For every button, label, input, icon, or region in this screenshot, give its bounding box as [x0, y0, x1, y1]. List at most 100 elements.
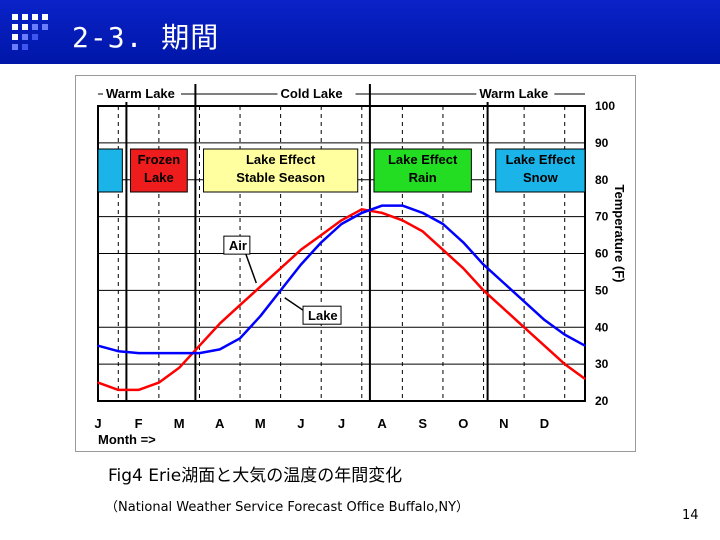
data-point: [421, 230, 424, 233]
data-point: [259, 315, 262, 317]
data-point: [462, 241, 465, 244]
data-point: [523, 326, 525, 329]
y-tick-label: 30: [595, 357, 609, 371]
season-label: Lake Effect: [246, 152, 316, 167]
data-point: [503, 282, 505, 284]
season-rect: [373, 148, 472, 193]
temperature-chart: 20 30 40 50 60 70 80 90 100 Frozen Lake Lake Effect…: [94, 84, 627, 447]
data-point: [381, 212, 383, 214]
data-point: [218, 348, 221, 351]
x-tick-label: A: [215, 416, 225, 431]
y-tick-label: 40: [595, 320, 609, 334]
x-tick-label: N: [499, 416, 508, 431]
data-point: [279, 267, 282, 270]
season-label: Frozen: [138, 152, 181, 167]
season-header: Cold Lake: [281, 86, 343, 101]
x-tick-label: D: [540, 416, 549, 431]
data-point: [401, 204, 404, 207]
season-rect: [97, 148, 123, 193]
header-label-bg: [103, 84, 181, 102]
season-box: Lake Effect Stable Season: [203, 148, 359, 193]
x-tick-label: J: [297, 416, 304, 431]
data-point: [340, 219, 343, 222]
season-label: Rain: [409, 170, 437, 185]
y-axis-label: Temperature (F): [612, 185, 627, 283]
data-point: [198, 344, 201, 347]
air-label: Air: [229, 238, 247, 253]
data-point: [158, 381, 160, 384]
data-point: [523, 300, 525, 303]
air-label-box: [223, 235, 251, 255]
title-bar: 2-3. 期間: [0, 0, 720, 64]
data-point: [543, 344, 546, 347]
data-point: [442, 249, 444, 251]
data-point: [117, 350, 120, 353]
plot-border: [97, 105, 586, 402]
data-point: [158, 352, 160, 354]
season-box: Frozen Lake: [129, 148, 188, 193]
data-point: [239, 304, 241, 306]
season-label: Snow: [523, 170, 559, 185]
data-point: [300, 263, 302, 266]
slide-title: 2-3. 期間: [72, 21, 220, 54]
y-tick-label: 20: [595, 394, 609, 408]
season-box: [97, 148, 123, 193]
page-number: 14: [682, 508, 699, 523]
data-point: [259, 285, 262, 288]
data-point: [178, 352, 180, 354]
data-point: [381, 204, 383, 207]
season-label: Lake Effect: [388, 152, 458, 167]
header-label-bg: [476, 84, 555, 102]
x-tick-label: A: [377, 416, 387, 431]
season-box: Lake Effect Snow: [495, 148, 586, 193]
season-label: Stable Season: [236, 170, 325, 185]
data-point: [279, 289, 282, 292]
data-point: [482, 289, 485, 292]
x-tick-label: M: [255, 416, 266, 431]
x-tick-label: M: [174, 416, 185, 431]
data-point: [320, 241, 323, 244]
x-tick-label: S: [418, 416, 427, 431]
series-line-air: [97, 208, 586, 392]
season-label: Lake Effect: [506, 152, 576, 167]
season-rect: [203, 148, 359, 193]
y-tick-label: 80: [595, 173, 609, 187]
data-point: [97, 344, 99, 347]
data-point: [360, 208, 363, 211]
data-point: [584, 344, 586, 347]
data-point: [239, 337, 241, 340]
lake-label-box: [302, 305, 342, 325]
x-tick-label: O: [458, 416, 468, 431]
header-label-bg: [277, 84, 356, 102]
season-header: Warm Lake: [479, 86, 548, 101]
x-tick-label: F: [135, 416, 143, 431]
y-tick-label: 50: [595, 283, 609, 297]
data-point: [563, 333, 566, 336]
x-tick-label: J: [338, 416, 345, 431]
data-point: [401, 219, 404, 222]
data-point: [584, 378, 586, 380]
data-point: [340, 223, 343, 225]
y-tick-label: 70: [595, 210, 609, 224]
y-tick-label: 100: [595, 99, 615, 113]
data-point: [300, 249, 302, 251]
y-tick-label: 90: [595, 136, 609, 150]
data-point: [360, 212, 363, 214]
source-credit: （National Weather Service Forecast Offic…: [105, 500, 470, 515]
y-tick-label: 60: [595, 247, 609, 261]
grid-logo-icon: [12, 14, 48, 50]
data-point: [97, 381, 99, 384]
data-point: [462, 267, 465, 270]
data-point: [137, 389, 140, 391]
data-point: [178, 367, 180, 369]
season-rect: [495, 148, 586, 193]
x-tick-label: J: [94, 416, 101, 431]
data-point: [421, 212, 424, 214]
data-point: [563, 363, 566, 365]
data-point: [198, 352, 201, 354]
data-point: [137, 352, 140, 354]
data-point: [218, 322, 221, 325]
season-rect: [129, 148, 188, 193]
x-axis-label: Month =>: [98, 432, 156, 447]
figure-frame: 20 30 40 50 60 70 80 90 100 Frozen Lake Lake Effect…: [75, 75, 636, 452]
